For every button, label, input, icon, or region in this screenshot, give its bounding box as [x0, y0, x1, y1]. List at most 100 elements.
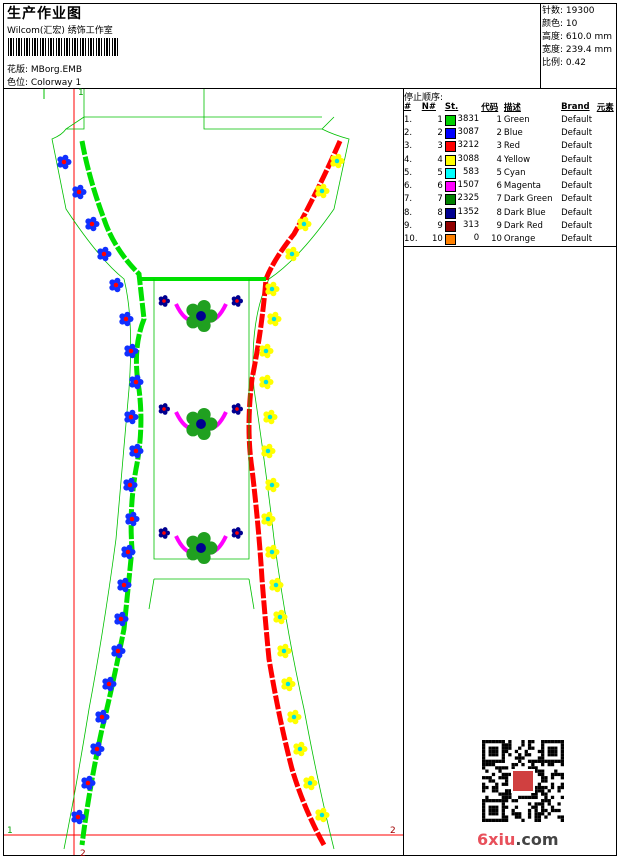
- flower-icon: [102, 676, 117, 692]
- flower-icon: [71, 809, 86, 825]
- stitch-count-cell: 313: [444, 219, 480, 233]
- flower-icon: [261, 511, 276, 527]
- row-index: 4.: [404, 154, 413, 165]
- description-cell: Dark Green: [503, 194, 553, 205]
- qr-code: [482, 740, 564, 822]
- sheet-frame: [3, 3, 617, 856]
- flower-icon: [81, 775, 96, 791]
- color-swatch: [444, 221, 456, 233]
- watermark-suffix: .com: [515, 830, 559, 849]
- flower-icon: [72, 184, 87, 200]
- flower-icon: [231, 403, 244, 415]
- code-cell: 2: [496, 127, 502, 138]
- table-divider: [403, 246, 617, 247]
- description-cell: Magenta: [503, 181, 542, 192]
- embroidery-preview: [4, 89, 403, 855]
- column-header: 代码: [481, 103, 499, 113]
- colorway: 色位: Colorway 1: [7, 78, 82, 88]
- color-row: 3. 3 3212 3 Red Default: [403, 140, 620, 153]
- description-cell: Orange: [503, 234, 536, 245]
- description-cell: Dark Red: [503, 221, 543, 232]
- stitch-count-cell: 583: [444, 166, 480, 179]
- marker-1-top: 1: [78, 88, 84, 98]
- flower-icon: [263, 409, 278, 425]
- color-swatch: [444, 207, 456, 219]
- stop-sequence-label: 停止顺序:: [404, 93, 444, 103]
- flower-icon: [124, 343, 139, 359]
- color-swatch: [444, 167, 456, 179]
- flower-icon: [109, 277, 124, 293]
- code-cell: 10: [491, 234, 502, 245]
- brand-cell: Default: [561, 194, 593, 205]
- element-cell: [596, 153, 620, 166]
- code-cell: 9: [496, 221, 502, 232]
- flower-icon: [265, 544, 280, 560]
- color-swatch: [444, 181, 456, 193]
- description-cell: Red: [503, 141, 521, 152]
- element-cell: [596, 113, 620, 126]
- column-header: Brand: [561, 102, 590, 112]
- flower-icon: [315, 183, 330, 199]
- flower-icon: [285, 246, 300, 262]
- row-index: 9.: [404, 221, 413, 232]
- flower-icon: [197, 543, 206, 553]
- flower-icon: [114, 611, 129, 627]
- color-row: 5. 5 583 5 Cyan Default: [403, 166, 620, 179]
- panel-divider: [403, 88, 404, 856]
- stitch-count-cell: 3088: [444, 153, 480, 166]
- design-height: 高度: 610.0 mm: [542, 32, 613, 42]
- color-table: # N# St. 代码 描述 Brand 元素 1. 1 3831 1 Green Default 2.…: [403, 101, 620, 246]
- color-row: 4. 4 3088 4 Yellow Default: [403, 153, 620, 166]
- needle-number: 5: [437, 167, 443, 178]
- code-cell: 1: [496, 114, 502, 125]
- color-row: 6. 6 1507 6 Magenta Default: [403, 179, 620, 193]
- studio-name: Wilcom(汇宏) 绣饰工作室: [7, 26, 113, 36]
- color-row: 10. 10 0 10 Orange Default: [403, 233, 620, 246]
- row-index: 8.: [404, 207, 413, 218]
- needle-number: 6: [437, 181, 443, 192]
- needle-number: 2: [437, 127, 443, 138]
- row-index: 2.: [404, 127, 413, 138]
- needle-number: 7: [437, 194, 443, 205]
- flower-icon: [119, 311, 134, 327]
- color-count: 颜色: 10: [542, 19, 578, 29]
- row-index: 5.: [404, 167, 413, 178]
- flower-icon: [261, 443, 276, 459]
- flower-icon: [267, 311, 282, 327]
- brand-cell: Default: [561, 181, 593, 192]
- flower-icon: [265, 477, 280, 493]
- design-width: 宽度: 239.4 mm: [542, 45, 613, 55]
- code-cell: 5: [496, 167, 502, 178]
- description-cell: Dark Blue: [503, 207, 546, 218]
- color-row: 1. 1 3831 1 Green Default: [403, 113, 620, 126]
- marker-2-right: 2: [390, 826, 396, 836]
- flower-icon: [197, 311, 206, 321]
- brand-cell: Default: [561, 234, 593, 245]
- flower-icon: [123, 477, 138, 493]
- stitch-count: 针数: 19300: [542, 6, 595, 16]
- element-cell: [596, 126, 620, 139]
- description-cell: Green: [503, 114, 530, 125]
- column-header: N#: [421, 102, 436, 112]
- stats-panel: 针数: 19300 颜色: 10 高度: 610.0 mm 宽度: 239.4 …: [542, 5, 612, 70]
- stitch-count-cell: 1507: [444, 179, 480, 193]
- flower-icon: [97, 246, 112, 262]
- color-swatch: [444, 194, 456, 206]
- column-header: St.: [444, 102, 459, 112]
- element-cell: [596, 233, 620, 246]
- description-cell: Cyan: [503, 167, 526, 178]
- description-cell: Blue: [503, 127, 523, 138]
- description-cell: Yellow: [503, 154, 531, 165]
- flower-icon: [303, 775, 318, 791]
- column-header: 元素: [596, 103, 614, 113]
- element-cell: [596, 140, 620, 153]
- code-cell: 6: [496, 181, 502, 192]
- flower-icon: [277, 643, 292, 659]
- brand-cell: Default: [561, 154, 593, 165]
- row-index: 7.: [404, 194, 413, 205]
- brand-cell: Default: [561, 114, 593, 125]
- flower-icon: [259, 343, 274, 359]
- flower-icon: [330, 153, 345, 169]
- code-cell: 7: [496, 194, 502, 205]
- color-swatch: [444, 114, 456, 126]
